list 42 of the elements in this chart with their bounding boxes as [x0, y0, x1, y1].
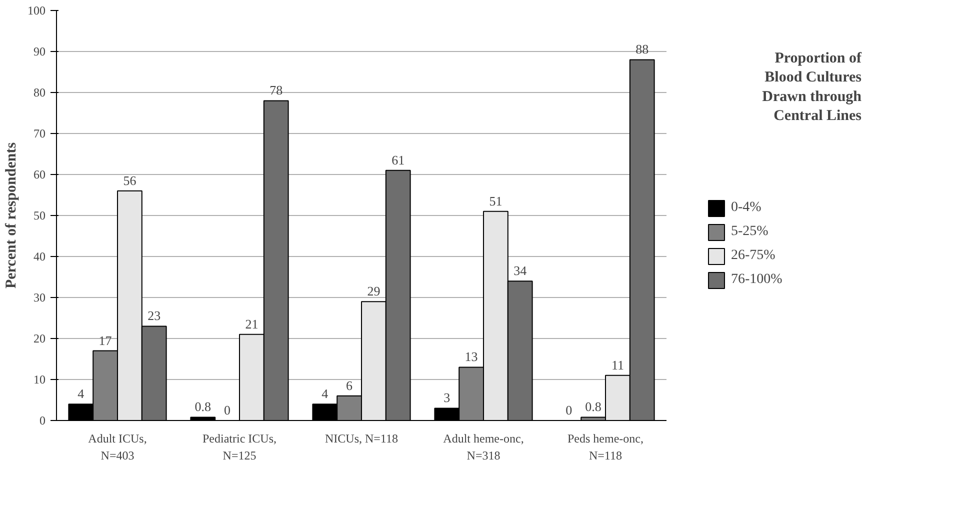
y-tick-label: 70 — [34, 126, 46, 140]
data-label: 56 — [123, 172, 137, 188]
data-label: 23 — [148, 308, 161, 324]
y-tick-label: 80 — [34, 86, 46, 100]
data-label: 0.8 — [585, 399, 602, 414]
y-tick-label: 100 — [28, 4, 46, 18]
legend-label: 76-100% — [731, 272, 782, 288]
y-tick-label: 10 — [34, 372, 46, 386]
data-label: 0 — [224, 402, 231, 418]
x-tick-label: Peds heme-onc, N=118 — [568, 432, 644, 462]
data-label: 4 — [322, 386, 329, 402]
legend-title: Proportion of Blood Cultures Drawn through Central Lines — [762, 50, 863, 124]
y-tick-label: 50 — [34, 208, 46, 222]
x-tick-label: Pediatric ICUs, N=125 — [202, 432, 277, 462]
data-label: 78 — [270, 82, 283, 98]
y-tick-label: 30 — [34, 290, 46, 304]
y-tick-label: 40 — [34, 250, 46, 264]
y-tick-label: 90 — [34, 44, 46, 58]
x-tick-label: NICUs, N=118 — [325, 432, 398, 446]
y-tick-label: 20 — [34, 332, 46, 346]
data-label: 17 — [98, 332, 112, 348]
data-label: 21 — [245, 316, 258, 332]
legend-label: 0-4% — [731, 200, 762, 216]
y-axis-title: Percent of respondents — [4, 142, 20, 289]
legend-label: 5-25% — [731, 224, 768, 240]
data-label: 88 — [636, 42, 649, 57]
x-tick-label: Adult heme-onc, N=318 — [443, 432, 524, 462]
data-label: 0.8 — [194, 399, 212, 414]
data-label: 34 — [514, 263, 528, 278]
data-label: 11 — [611, 357, 624, 372]
data-label: 3 — [444, 390, 450, 406]
data-label: 4 — [78, 386, 85, 402]
data-label: 61 — [392, 152, 405, 168]
y-tick-label: 60 — [34, 168, 46, 182]
data-label: 13 — [464, 349, 478, 364]
data-label: 6 — [346, 378, 354, 393]
data-label: 29 — [367, 284, 380, 299]
data-label: 0 — [566, 402, 572, 418]
y-tick-label: 0 — [40, 414, 46, 428]
legend-label: 26-75% — [731, 248, 776, 264]
data-label: 51 — [489, 193, 502, 208]
x-tick-label: Adult ICUs, N=403 — [88, 432, 147, 462]
